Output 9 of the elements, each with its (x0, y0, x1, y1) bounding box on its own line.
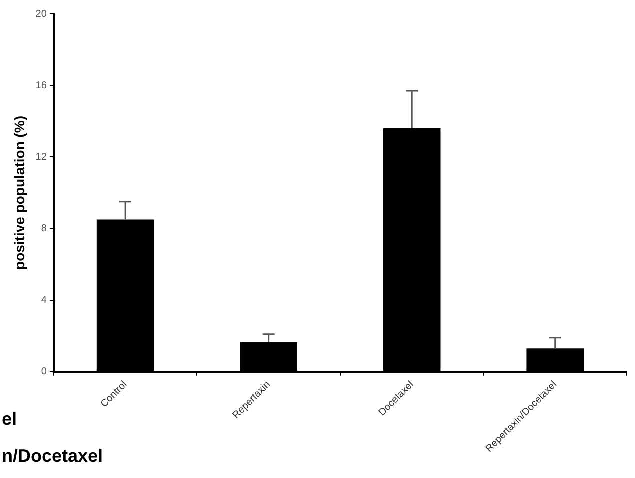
y-tick-label: 4 (41, 295, 48, 306)
y-tick-label: 12 (36, 152, 48, 163)
text: el (2, 408, 18, 429)
y-tick-label: 8 (41, 223, 48, 234)
y-tick-label: 16 (36, 80, 48, 92)
y-tick-label: 20 (36, 8, 48, 20)
y-axis-title: positive population (%) (11, 116, 28, 270)
text: n/Docetaxel (2, 446, 104, 466)
y-tick-label: 0 (41, 366, 48, 378)
